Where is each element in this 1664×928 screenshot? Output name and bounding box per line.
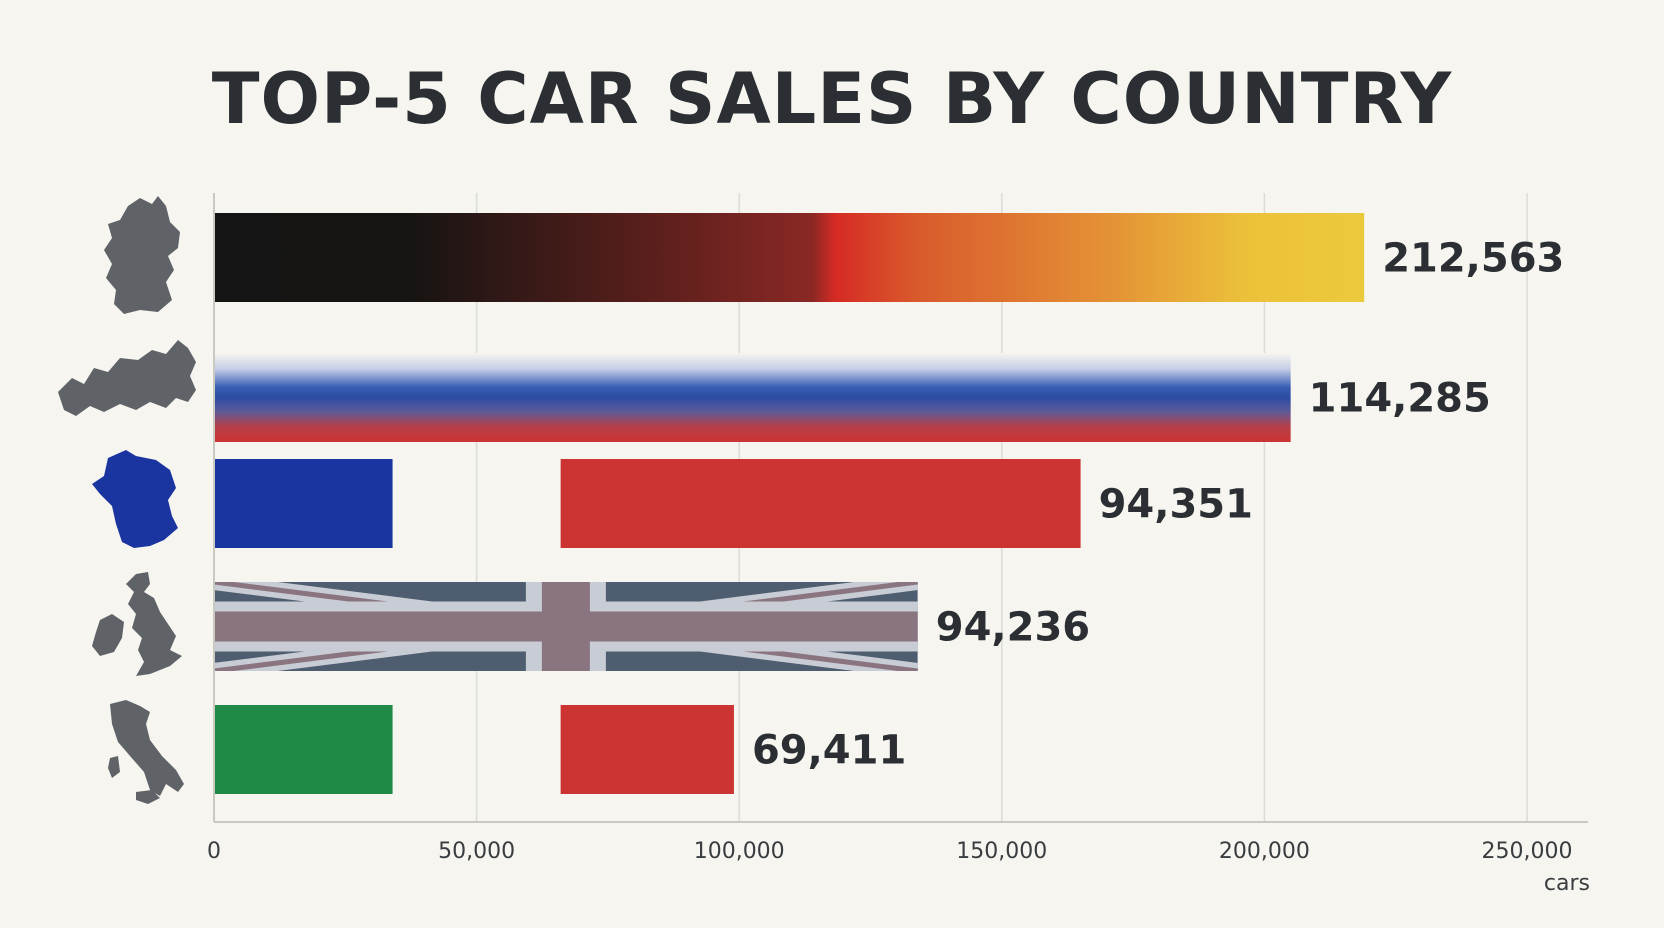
x-tick-labels: 0 50,000 100,000 150,000 200,000 250,000 bbox=[207, 839, 1572, 864]
sardinia-map-icon bbox=[108, 756, 120, 778]
bar-segment-right bbox=[560, 705, 734, 794]
bar-fill bbox=[214, 353, 1291, 442]
x-axis-unit-label: cars bbox=[1544, 871, 1590, 896]
germany-map-icon bbox=[104, 196, 180, 314]
bar-segment-right bbox=[560, 459, 1081, 548]
value-label: 94,351 bbox=[1099, 482, 1253, 528]
country-map-icons bbox=[58, 196, 196, 804]
bars-group bbox=[214, 213, 1365, 794]
uk-map-icon bbox=[126, 572, 182, 676]
x-tick-label: 150,000 bbox=[956, 839, 1047, 864]
ireland-map-icon bbox=[92, 614, 124, 656]
france-map-icon bbox=[92, 450, 178, 548]
x-tick-label: 250,000 bbox=[1482, 839, 1573, 864]
bar-germany bbox=[214, 213, 1365, 302]
bar-italy bbox=[214, 705, 734, 794]
bar-fill bbox=[214, 213, 1365, 302]
uk-cross-red-h bbox=[214, 611, 918, 642]
russia-map-icon bbox=[58, 340, 196, 416]
value-label: 212,563 bbox=[1382, 236, 1564, 282]
bar-segment-left bbox=[214, 705, 393, 794]
x-tick-label: 100,000 bbox=[694, 839, 785, 864]
x-tick-label: 50,000 bbox=[438, 839, 515, 864]
value-label: 69,411 bbox=[752, 728, 906, 774]
value-label: 114,285 bbox=[1309, 376, 1491, 422]
chart-title: TOP-5 CAR SALES BY COUNTRY bbox=[211, 58, 1453, 140]
bar-united-kingdom bbox=[214, 582, 918, 671]
bar-russia bbox=[214, 353, 1291, 442]
value-labels: 212,563 114,285 94,351 94,236 69,411 bbox=[752, 236, 1564, 774]
sicily-map-icon bbox=[136, 790, 160, 804]
italy-map-icon bbox=[110, 700, 184, 796]
bar-france bbox=[214, 459, 1081, 548]
x-tick-label: 200,000 bbox=[1219, 839, 1310, 864]
x-tick-label: 0 bbox=[207, 839, 221, 864]
bar-segment-left bbox=[214, 459, 393, 548]
value-label: 94,236 bbox=[936, 605, 1090, 651]
uk-flag-pattern bbox=[214, 582, 918, 671]
